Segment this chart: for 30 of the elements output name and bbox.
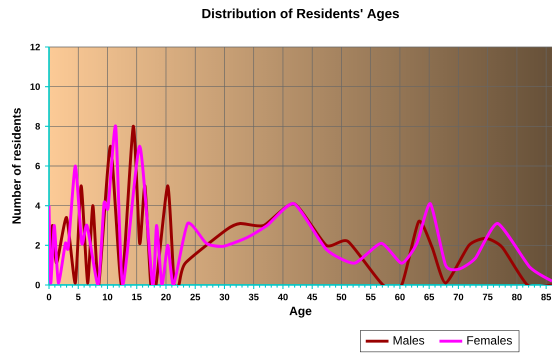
x-tick-label: 45 — [307, 294, 318, 300]
x-tick-label: 25 — [190, 294, 200, 300]
y-tick-label: 4 — [35, 202, 40, 209]
x-tick-label: 15 — [132, 294, 142, 300]
x-tick-label: 65 — [424, 294, 434, 300]
x-tick-label: 10 — [102, 294, 112, 300]
x-tick-label: 70 — [454, 294, 464, 300]
x-tick-label: 50 — [336, 294, 346, 300]
y-axis-title: Number of residents — [12, 108, 21, 224]
y-tick-label: 10 — [30, 83, 40, 90]
y-tick-label: 2 — [35, 242, 40, 249]
x-tick-label: 75 — [482, 294, 493, 300]
x-tick-label: 40 — [278, 294, 288, 300]
x-tick-label: 0 — [46, 294, 52, 300]
x-axis-title: Age — [289, 306, 312, 318]
x-tick-label: 20 — [161, 294, 171, 300]
x-tick-label: 55 — [366, 294, 376, 300]
x-tick-label: 60 — [395, 294, 405, 300]
y-tick-label: 8 — [35, 123, 40, 130]
legend-label: Females — [467, 336, 512, 345]
y-tick-label: 6 — [35, 162, 40, 170]
x-tick-label: 80 — [512, 294, 522, 300]
x-tick-label: 5 — [76, 294, 81, 300]
x-tick-label: 85 — [541, 294, 552, 300]
legend-label: Males — [394, 336, 424, 345]
y-tick-label: 12 — [30, 44, 40, 50]
x-tick-label: 30 — [219, 294, 230, 300]
chart-title: Distribution of Residents' Ages — [202, 8, 399, 21]
y-tick-label: 0 — [35, 282, 40, 288]
x-tick-label: 35 — [248, 294, 259, 300]
